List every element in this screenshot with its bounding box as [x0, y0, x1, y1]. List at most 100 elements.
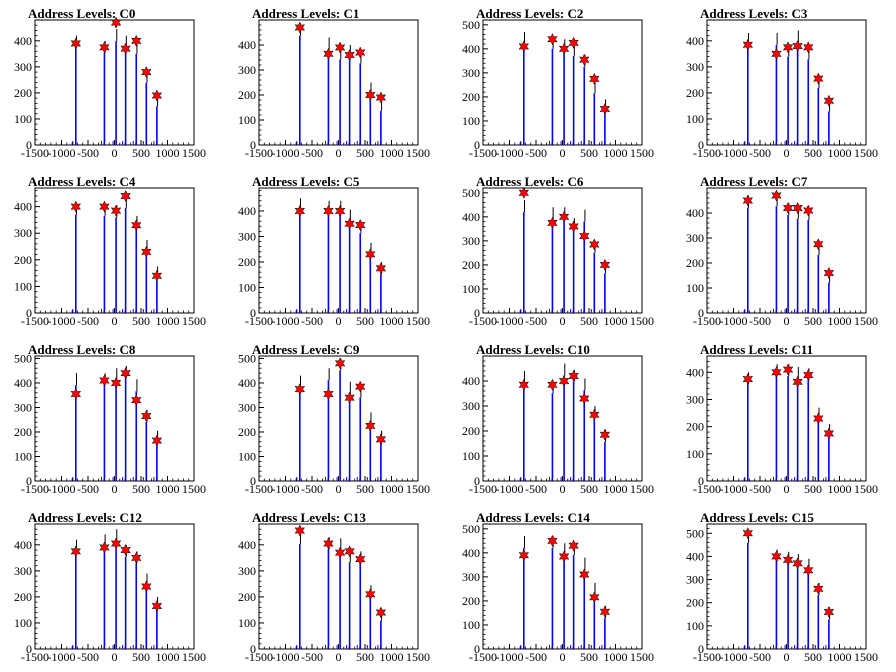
- plot-area: 0 100 200 300 400 500 -1500-1000 -500 0 500 1000 15…: [462, 522, 654, 664]
- x-tick-label: 500: [804, 314, 822, 328]
- y-tick-label: 400: [238, 376, 256, 390]
- y-tick-label: 0: [698, 474, 704, 488]
- y-tick-label: 400: [14, 538, 32, 552]
- peak-star-marker: [323, 47, 334, 60]
- y-tick-label: 400: [686, 206, 704, 220]
- y-tick-label: 100: [14, 279, 32, 293]
- peak-star-marker: [151, 434, 163, 447]
- plot-frame: [258, 355, 419, 482]
- peak-star-marker: [823, 427, 835, 440]
- x-tick-label: -500: [301, 482, 323, 496]
- x-tick-label: 0: [560, 314, 566, 328]
- histogram-panel: Address Levels: C6 0 100 200 300 400 500 -1500-…: [448, 168, 672, 336]
- y-tick-label: 300: [238, 400, 256, 414]
- peak-star-marker: [568, 539, 579, 552]
- y-tick-label: 300: [686, 60, 704, 74]
- peak-star-marker: [599, 605, 611, 618]
- peak-star-marker: [589, 408, 600, 421]
- peak-star-marker: [578, 53, 590, 66]
- x-tick-label: -500: [301, 650, 323, 664]
- y-tick-label: 400: [686, 365, 704, 379]
- y-tick-label: 300: [462, 399, 480, 413]
- plot-area: 0 100 200 300 400 500 -1500-1000 -500 0 500 1000 15…: [238, 351, 430, 496]
- peak-star-marker: [323, 204, 334, 218]
- x-tick-label: -1000: [272, 146, 300, 160]
- histogram-panel: Address Levels: C8 0 100 200 300 400 500 -1500-…: [0, 336, 224, 504]
- peak-star-marker: [742, 194, 754, 207]
- x-tick-label: -1500: [693, 482, 721, 496]
- chart-title: Address Levels: C15: [700, 510, 814, 525]
- peak-star-marker: [323, 537, 334, 550]
- peak-star-marker: [294, 382, 306, 396]
- plot-frame: [706, 523, 867, 650]
- peak-star-marker: [782, 201, 794, 215]
- x-tick-label: 1500: [406, 650, 430, 664]
- peak-star-marker: [802, 564, 814, 577]
- peak-star-marker: [558, 374, 570, 388]
- y-tick-label: 0: [474, 138, 480, 152]
- peak-star-marker: [518, 186, 530, 199]
- histogram-panel: Address Levels: C14 0 100 200 300 400 500 -1500…: [448, 504, 672, 672]
- y-tick-label: 0: [26, 642, 32, 656]
- peak-star-marker: [120, 42, 131, 55]
- peak-star-marker: [120, 543, 131, 557]
- plot-frame: [706, 355, 867, 482]
- y-tick-label: 200: [14, 253, 32, 267]
- y-tick-label: 400: [462, 42, 480, 56]
- x-tick-label: -500: [301, 146, 323, 160]
- peak-star-marker: [130, 394, 142, 407]
- x-tick-label: -1000: [48, 650, 76, 664]
- y-tick-label: 0: [698, 642, 704, 656]
- peak-star-marker: [599, 102, 611, 116]
- x-tick-label: -1500: [469, 146, 497, 160]
- peak-star-marker: [151, 89, 163, 102]
- plot-frame: [482, 19, 643, 146]
- peak-star-marker: [141, 580, 152, 593]
- peak-star-marker: [141, 65, 152, 79]
- y-tick-label: 300: [14, 400, 32, 414]
- y-tick-label: 100: [686, 281, 704, 295]
- x-tick-label: -1000: [48, 482, 76, 496]
- plot-area: 0 100 200 300 400 -1500-1000 -500 0 500 1000 1500: [686, 355, 878, 496]
- y-tick-label: 200: [14, 425, 32, 439]
- y-tick-label: 200: [238, 590, 256, 604]
- y-tick-label: 300: [238, 564, 256, 578]
- x-tick-label: 1500: [854, 482, 878, 496]
- y-tick-label: 100: [462, 618, 480, 632]
- peak-star-marker: [578, 229, 590, 243]
- x-tick-label: -500: [301, 314, 323, 328]
- peak-star-marker: [99, 374, 110, 387]
- y-tick-label: 0: [26, 306, 32, 320]
- y-tick-label: 200: [462, 424, 480, 438]
- plot-area: 0 100 200 300 400 -1500-1000 -500 0 500 1000 1500: [14, 187, 206, 328]
- plot-frame: [706, 19, 867, 146]
- chart-title: Address Levels: C0: [28, 6, 136, 21]
- histogram-panel: Address Levels: C11 0 100 200 300 400 -1500 -10…: [672, 336, 896, 504]
- peak-star-marker: [813, 238, 824, 251]
- y-tick-label: 0: [474, 642, 480, 656]
- x-tick-label: -1000: [496, 482, 524, 496]
- x-tick-label: 1000: [828, 314, 852, 328]
- y-tick-label: 200: [14, 86, 32, 100]
- x-tick-label: 500: [804, 146, 822, 160]
- peak-star-marker: [742, 38, 754, 51]
- peak-star-marker: [365, 588, 376, 601]
- y-tick-label: 300: [686, 573, 704, 587]
- peak-star-marker: [375, 262, 387, 275]
- x-tick-label: -1000: [720, 650, 748, 664]
- x-tick-label: -500: [525, 650, 547, 664]
- peak-star-marker: [792, 39, 803, 53]
- x-tick-label: -1000: [272, 314, 300, 328]
- y-tick-label: 100: [238, 113, 256, 127]
- y-tick-label: 200: [238, 425, 256, 439]
- x-tick-label: 0: [784, 314, 790, 328]
- x-tick-label: -1000: [496, 146, 524, 160]
- chart-title: Address Levels: C12: [28, 510, 142, 525]
- histogram-panel: Address Levels: C3 0 100 200 300 400 -1500 -100…: [672, 0, 896, 168]
- x-tick-label: 500: [580, 650, 598, 664]
- peak-star-marker: [141, 409, 152, 423]
- peak-star-marker: [558, 550, 570, 563]
- chart-title: Address Levels: C7: [700, 174, 808, 189]
- peak-star-marker: [99, 41, 110, 54]
- peak-star-marker: [782, 553, 794, 566]
